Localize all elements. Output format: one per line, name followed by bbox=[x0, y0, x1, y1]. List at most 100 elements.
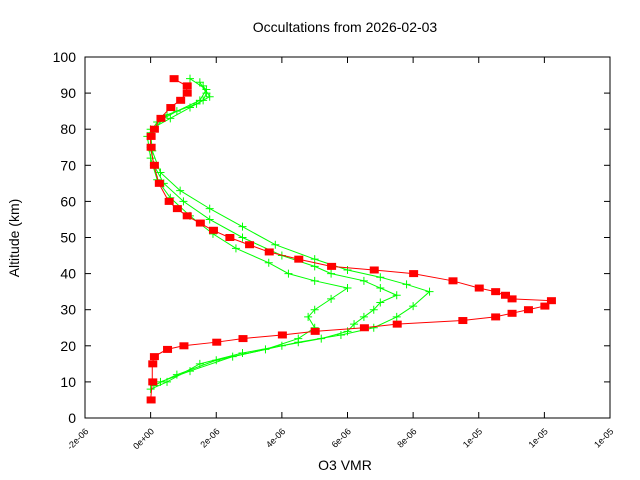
data-point bbox=[208, 226, 218, 234]
data-point bbox=[163, 345, 173, 353]
data-point bbox=[310, 276, 319, 285]
data-point bbox=[350, 320, 359, 329]
data-point bbox=[148, 378, 158, 386]
data-point bbox=[327, 269, 336, 278]
data-point bbox=[264, 258, 273, 267]
ticks-layer: -2e-06 0e+00 2e-06 4e-06 6e-06 8e-06 1e-05 1e-0… bbox=[53, 49, 616, 452]
data-point bbox=[148, 360, 158, 368]
data-point bbox=[172, 205, 182, 213]
data-point bbox=[179, 197, 188, 206]
data-point bbox=[376, 284, 385, 293]
data-point bbox=[284, 269, 293, 278]
x-tick-label: 4e-06 bbox=[264, 426, 287, 449]
data-point bbox=[176, 186, 185, 195]
data-point bbox=[264, 248, 274, 256]
data-point bbox=[540, 302, 550, 310]
data-point bbox=[195, 219, 205, 227]
data-point bbox=[205, 204, 214, 213]
x-tick-label: 8e-06 bbox=[395, 426, 418, 449]
data-point bbox=[176, 96, 186, 104]
data-point bbox=[277, 331, 287, 339]
plot-frame bbox=[84, 56, 611, 419]
data-point bbox=[149, 353, 159, 361]
data-point bbox=[156, 377, 165, 386]
y-tick-label: 90 bbox=[60, 85, 76, 101]
data-point bbox=[507, 295, 517, 303]
data-point bbox=[146, 154, 155, 163]
data-point bbox=[310, 327, 320, 335]
y-axis-label: Altitude (km) bbox=[6, 199, 22, 278]
data-point bbox=[402, 280, 411, 289]
y-tick-label: 0 bbox=[68, 410, 76, 426]
data-point bbox=[310, 255, 319, 264]
y-tick-label: 100 bbox=[53, 49, 77, 65]
data-point bbox=[409, 302, 418, 311]
data-point bbox=[359, 312, 368, 321]
data-point bbox=[231, 244, 240, 253]
data-point bbox=[238, 233, 247, 242]
data-point bbox=[146, 143, 156, 151]
data-point bbox=[225, 234, 235, 241]
series-2 bbox=[146, 81, 434, 386]
x-axis-label: O3 VMR bbox=[318, 457, 372, 473]
y-tick-label: 50 bbox=[60, 230, 76, 246]
data-point bbox=[179, 342, 189, 350]
x-tick-label: -2e-06 bbox=[65, 426, 90, 451]
data-point bbox=[182, 82, 192, 90]
data-point bbox=[238, 335, 248, 343]
data-point bbox=[146, 385, 155, 394]
data-point bbox=[448, 277, 458, 285]
data-point bbox=[491, 288, 501, 296]
data-point bbox=[343, 284, 352, 293]
x-tick-label: 1e-05 bbox=[526, 426, 549, 449]
data-point bbox=[186, 74, 194, 83]
data-point bbox=[310, 262, 319, 271]
data-point bbox=[156, 168, 165, 177]
data-point bbox=[310, 305, 319, 314]
data-point bbox=[199, 81, 208, 90]
data-point bbox=[327, 294, 336, 303]
x-tick-label: 1e-05 bbox=[461, 426, 484, 449]
data-point bbox=[392, 320, 402, 328]
data-point bbox=[166, 104, 176, 112]
data-point bbox=[212, 356, 221, 365]
data-point bbox=[238, 222, 247, 231]
data-point bbox=[205, 215, 214, 224]
data-point bbox=[205, 92, 214, 101]
data-point bbox=[409, 270, 419, 278]
series-layer bbox=[143, 74, 556, 404]
data-point bbox=[359, 324, 369, 332]
data-point bbox=[425, 287, 434, 296]
y-tick-label: 80 bbox=[60, 121, 76, 137]
data-point bbox=[458, 317, 468, 325]
data-point bbox=[149, 125, 159, 133]
data-point bbox=[369, 266, 379, 274]
x-tick-label: 2e-06 bbox=[198, 426, 221, 449]
data-point bbox=[474, 284, 484, 292]
data-point bbox=[182, 89, 192, 97]
data-point bbox=[392, 312, 401, 321]
data-point bbox=[392, 291, 401, 300]
data-point bbox=[182, 212, 192, 220]
series-3 bbox=[146, 75, 556, 404]
y-tick-label: 20 bbox=[60, 338, 76, 354]
data-point bbox=[523, 306, 533, 314]
data-point bbox=[186, 367, 194, 376]
data-point bbox=[369, 323, 378, 332]
data-point bbox=[149, 161, 159, 169]
x-tick-label: 1e-05 bbox=[592, 426, 615, 449]
data-point bbox=[146, 396, 156, 404]
y-tick-label: 10 bbox=[60, 374, 76, 390]
data-point bbox=[359, 276, 368, 285]
data-point bbox=[294, 255, 304, 263]
data-point bbox=[146, 132, 156, 140]
data-point bbox=[245, 241, 255, 249]
data-point bbox=[238, 349, 247, 358]
data-point bbox=[169, 75, 179, 83]
y-tick-label: 40 bbox=[60, 266, 76, 282]
data-point bbox=[507, 309, 517, 317]
y-tick-label: 70 bbox=[60, 157, 76, 173]
data-point bbox=[336, 330, 345, 339]
data-point bbox=[294, 338, 303, 347]
